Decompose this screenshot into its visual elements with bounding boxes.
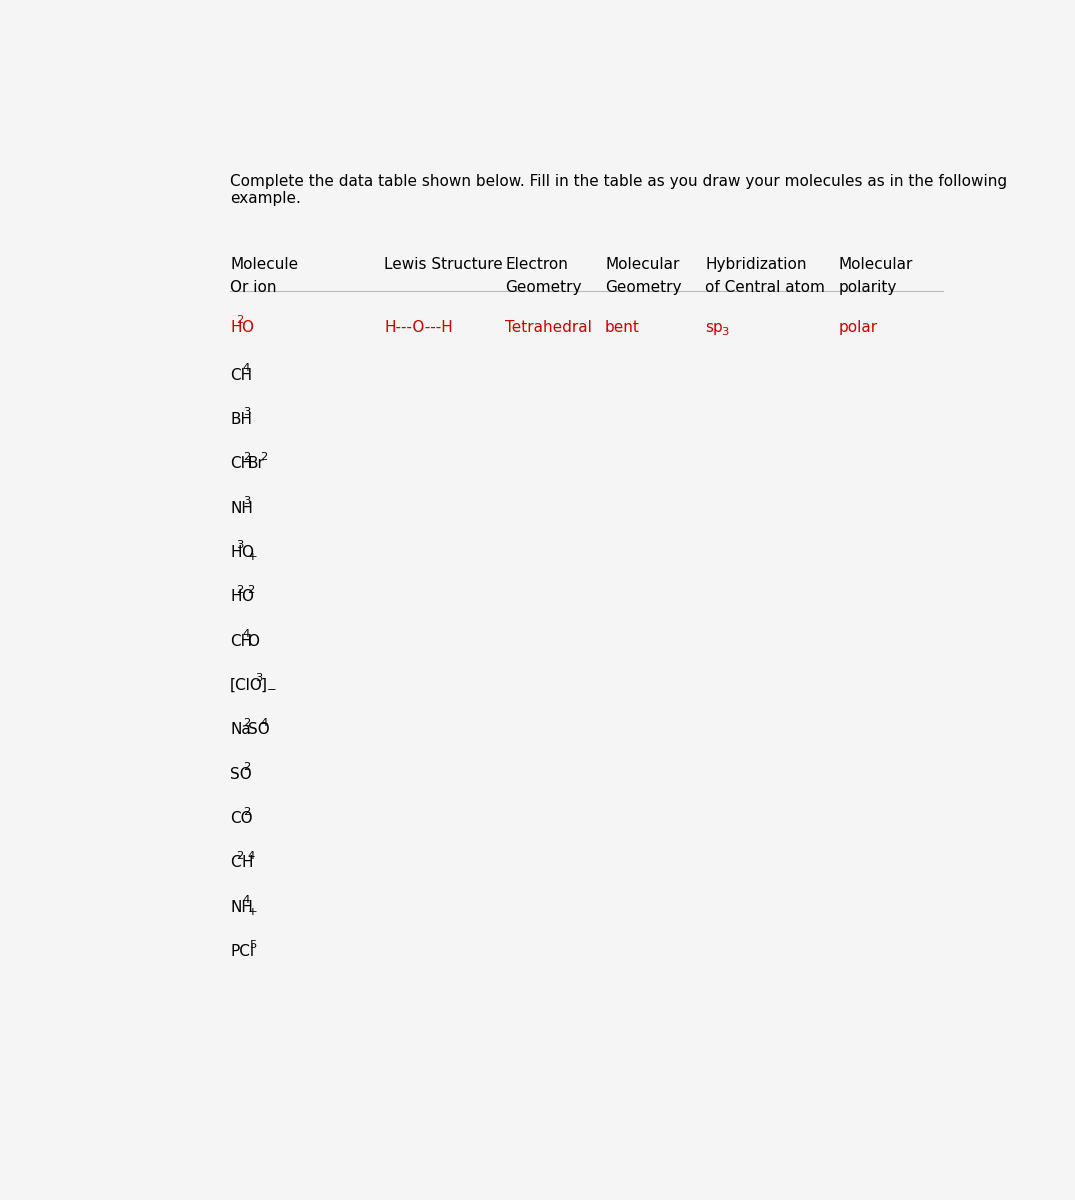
- Text: BH: BH: [230, 412, 253, 427]
- Text: Molecule: Molecule: [230, 257, 298, 271]
- Text: [ClO: [ClO: [230, 678, 263, 694]
- Text: 2: 2: [236, 314, 244, 325]
- Text: Hybridization: Hybridization: [705, 257, 806, 271]
- Text: Molecular: Molecular: [838, 257, 913, 271]
- Text: Lewis Structure: Lewis Structure: [385, 257, 503, 271]
- Text: 3: 3: [256, 673, 263, 684]
- Text: +: +: [247, 907, 257, 917]
- Text: of Central atom: of Central atom: [705, 280, 825, 295]
- Text: 3: 3: [243, 496, 250, 506]
- Text: PCl: PCl: [230, 944, 255, 959]
- Text: ]: ]: [260, 678, 267, 694]
- Text: CH: CH: [230, 367, 253, 383]
- Text: NH: NH: [230, 900, 253, 914]
- Text: Br: Br: [247, 456, 264, 472]
- Text: polar: polar: [838, 319, 877, 335]
- Text: 2: 2: [260, 451, 268, 462]
- Text: 4: 4: [243, 629, 250, 640]
- Text: SO: SO: [230, 767, 252, 781]
- Text: +: +: [247, 552, 257, 563]
- Text: O: O: [247, 634, 259, 649]
- Text: example.: example.: [230, 191, 301, 206]
- Text: 2: 2: [243, 451, 250, 462]
- Text: 2: 2: [236, 851, 244, 860]
- Text: 3: 3: [243, 407, 250, 418]
- Text: CO: CO: [230, 811, 253, 826]
- Text: O: O: [241, 319, 254, 335]
- Text: sp: sp: [705, 319, 722, 335]
- Text: CH: CH: [230, 634, 253, 649]
- Text: 5: 5: [249, 940, 257, 949]
- Text: Or ion: Or ion: [230, 280, 276, 295]
- Text: 2: 2: [243, 806, 250, 816]
- Text: Geometry: Geometry: [505, 280, 582, 295]
- Text: 3: 3: [236, 540, 244, 551]
- Text: NH: NH: [230, 500, 253, 516]
- Text: Geometry: Geometry: [605, 280, 682, 295]
- Text: Molecular: Molecular: [605, 257, 679, 271]
- Text: H---O---H: H---O---H: [385, 319, 453, 335]
- Text: 2: 2: [243, 718, 250, 728]
- Text: 2: 2: [236, 584, 244, 595]
- Text: 4: 4: [260, 718, 268, 728]
- Text: 4: 4: [247, 851, 255, 860]
- Text: H: H: [241, 856, 253, 870]
- Text: CH: CH: [230, 456, 253, 472]
- Text: O: O: [241, 589, 254, 605]
- Text: Tetrahedral: Tetrahedral: [505, 319, 592, 335]
- Text: O: O: [241, 545, 254, 560]
- Text: 3: 3: [721, 326, 728, 337]
- Text: −: −: [267, 685, 276, 696]
- Text: H: H: [230, 319, 242, 335]
- Text: 4: 4: [243, 895, 250, 905]
- Text: H: H: [230, 545, 242, 560]
- Text: 2: 2: [247, 584, 255, 595]
- Text: polarity: polarity: [838, 280, 897, 295]
- Text: Complete the data table shown below. Fill in the table as you draw your molecule: Complete the data table shown below. Fil…: [230, 174, 1007, 188]
- Text: C: C: [230, 856, 241, 870]
- Text: Electron: Electron: [505, 257, 568, 271]
- Text: SO: SO: [247, 722, 270, 738]
- Text: H: H: [230, 589, 242, 605]
- Text: Na: Na: [230, 722, 250, 738]
- Text: bent: bent: [605, 319, 640, 335]
- Text: 2: 2: [243, 762, 250, 772]
- Text: 4: 4: [243, 362, 250, 373]
